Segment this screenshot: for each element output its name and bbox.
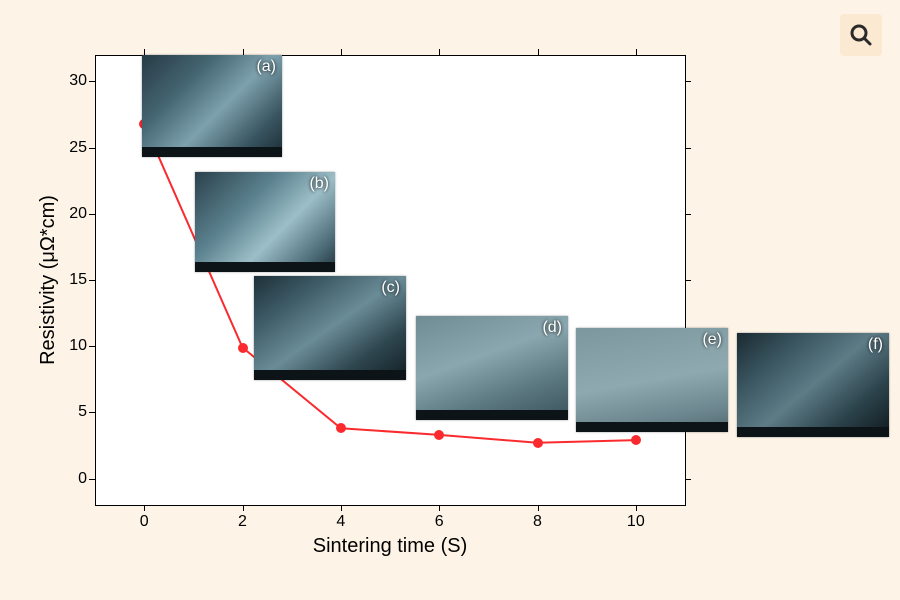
sem-thumbnail: (b) [195,172,335,272]
thumbnail-caption-strip [195,262,335,272]
sem-thumbnail: (c) [254,276,406,380]
thumbnail-label: (b) [309,175,329,193]
figure-frame: 0246810051015202530Sintering time (S)Res… [0,0,900,600]
sem-thumbnail: (e) [576,328,728,432]
thumbnail-label: (f) [868,336,883,354]
data-point [434,430,444,440]
sem-thumbnail: (f) [737,333,889,437]
thumbnail-caption-strip [737,427,889,437]
data-point [238,343,248,353]
thumbnail-caption-strip [576,422,728,432]
thumbnail-caption-strip [142,147,282,157]
magnify-icon [848,22,874,48]
data-point [631,435,641,445]
y-axis-label: Resistivity (μΩ*cm) [37,195,60,365]
thumbnail-label: (e) [702,331,722,349]
zoom-button[interactable] [840,14,882,56]
thumbnail-label: (d) [542,319,562,337]
sem-thumbnail: (a) [142,55,282,157]
sem-thumbnail: (d) [416,316,568,420]
thumbnail-caption-strip [254,370,406,380]
data-point [533,438,543,448]
thumbnail-caption-strip [416,410,568,420]
resistivity-chart: 0246810051015202530Sintering time (S)Res… [60,40,840,540]
thumbnail-label: (a) [256,58,276,76]
thumbnail-label: (c) [381,279,400,297]
